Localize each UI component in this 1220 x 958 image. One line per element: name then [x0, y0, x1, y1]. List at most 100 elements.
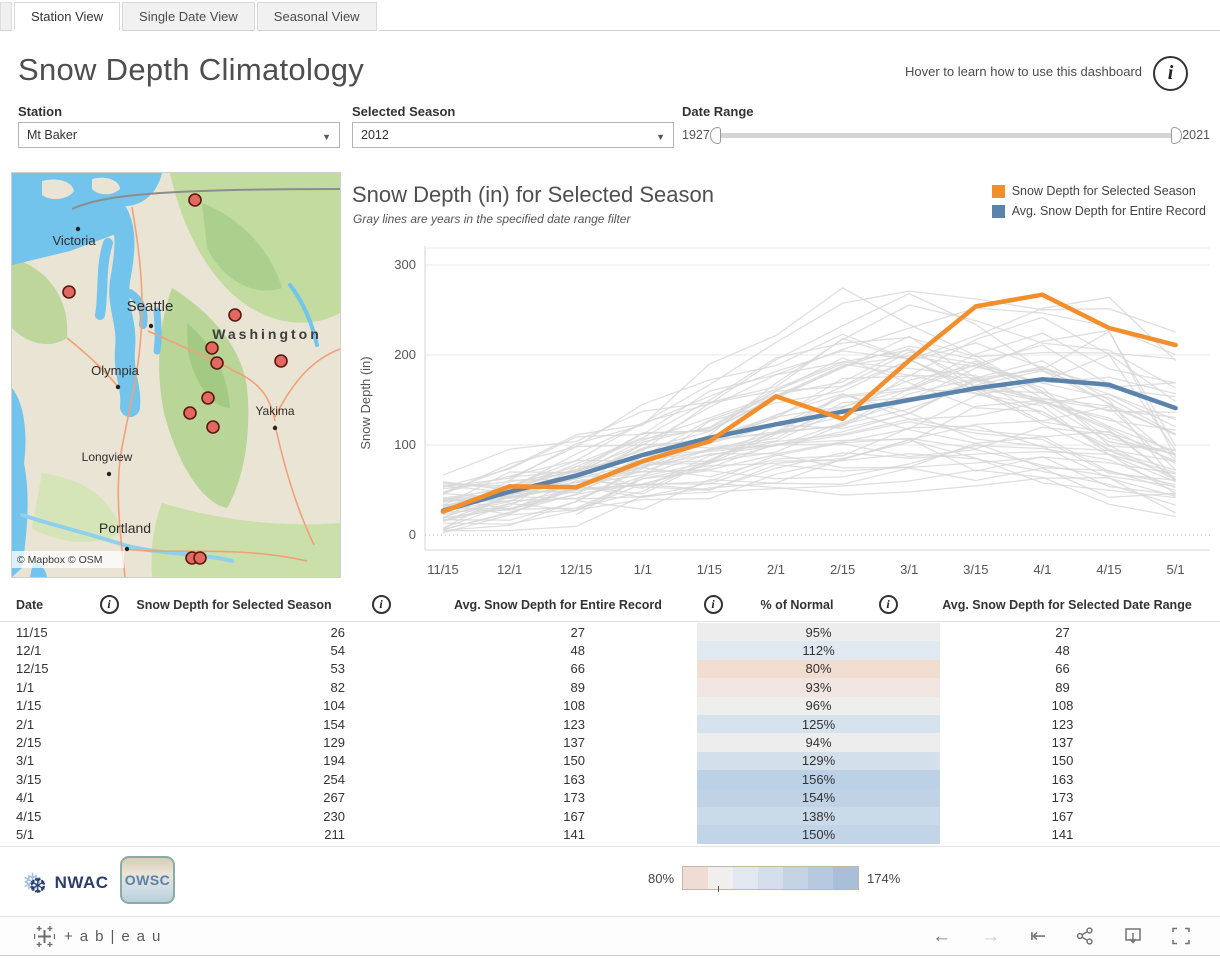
snow-depth-line-chart[interactable]: 0 100 200 300 Snow Depth (in) 11/15 12/1 12/15 1…	[350, 238, 1218, 583]
chart-legend: Snow Depth for Selected Season Avg. Snow…	[991, 184, 1206, 224]
cell-season: 54	[330, 643, 345, 659]
info-icon[interactable]: i	[99, 595, 119, 614]
svg-text:1/1: 1/1	[634, 562, 652, 577]
station-marker[interactable]	[206, 420, 220, 434]
tab-station-view[interactable]: Station View	[14, 2, 121, 31]
legend-swatch-selected-season	[991, 184, 1005, 198]
station-dropdown[interactable]: Mt Baker ▼	[18, 122, 340, 148]
svg-text:200: 200	[394, 347, 416, 362]
cell-season: 267	[323, 790, 345, 806]
cell-avg: 89	[570, 679, 585, 695]
season-dropdown[interactable]: 2012 ▼	[352, 122, 674, 148]
tableau-logo[interactable]: +ab|eau	[34, 925, 167, 947]
svg-text:4/15: 4/15	[1096, 562, 1121, 577]
table-row[interactable]: 11/15 26 27 95% 27	[0, 623, 1220, 642]
slider-handle-right[interactable]	[1171, 126, 1183, 144]
legend-min: 80%	[648, 870, 675, 886]
reset-icon[interactable]: ⇤	[1030, 925, 1046, 947]
table-row[interactable]: 2/1 154 123 125% 123	[0, 714, 1220, 734]
cell-range: 150	[1051, 753, 1074, 769]
station-map[interactable]: Victoria Seattle Olympia Yakima Longview Port…	[11, 172, 341, 578]
cell-date: 11/15	[16, 624, 48, 640]
cell-date: 12/1	[16, 643, 42, 659]
cell-season: 254	[323, 771, 345, 787]
cell-range: 141	[1051, 826, 1074, 842]
cell-avg: 167	[563, 808, 585, 824]
cell-avg: 123	[563, 716, 585, 732]
station-marker[interactable]	[201, 391, 215, 405]
download-icon[interactable]	[1124, 927, 1142, 945]
date-range-max: 2021	[1182, 128, 1210, 142]
redo-icon[interactable]: →	[981, 925, 1001, 947]
tab-stub[interactable]	[0, 2, 12, 31]
svg-text:2/1: 2/1	[767, 562, 785, 577]
map-border-line	[71, 188, 340, 210]
svg-text:12/1: 12/1	[497, 562, 522, 577]
legend-label: Avg. Snow Depth for Entire Record	[1011, 204, 1206, 218]
cell-range: 89	[1055, 679, 1070, 695]
cell-range: 27	[1055, 624, 1070, 640]
nwac-label: NWAC	[54, 872, 109, 892]
color-swatch	[733, 867, 759, 889]
table-row[interactable]: 2/15 129 137 94% 137	[0, 733, 1220, 752]
table-row[interactable]: 1/1 82 89 93% 89	[0, 678, 1220, 697]
tab-seasonal-view[interactable]: Seasonal View	[256, 2, 377, 31]
info-icon[interactable]: i	[371, 595, 391, 614]
table-row[interactable]: 3/15 254 163 156% 163	[0, 770, 1220, 789]
color-scale-bar	[682, 866, 860, 892]
station-marker[interactable]	[274, 354, 288, 368]
slider-track[interactable]	[709, 126, 1183, 144]
map-terrain	[12, 258, 68, 345]
fullscreen-icon[interactable]	[1172, 927, 1190, 945]
table-row[interactable]: 12/15 53 66 80% 66	[0, 659, 1220, 679]
station-marker[interactable]	[205, 341, 219, 355]
cell-pct-of-normal: 80%	[697, 659, 940, 679]
legend-swatch-entire-record	[991, 204, 1005, 218]
series-line	[440, 377, 1178, 513]
gray-year-lines	[442, 287, 1177, 534]
slider-handle-left[interactable]	[709, 126, 721, 144]
cell-avg: 163	[563, 771, 585, 787]
station-marker[interactable]	[183, 406, 197, 420]
map-roads	[66, 206, 340, 577]
station-marker[interactable]	[193, 551, 207, 565]
table-row[interactable]: 1/15 104 108 96% 108	[0, 696, 1220, 715]
table-row[interactable]: 12/1 54 48 112% 48	[0, 641, 1220, 660]
map-attribution-bg	[12, 551, 124, 568]
owsc-logo[interactable]: OWSC	[120, 856, 175, 904]
table-row[interactable]: 4/15 230 167 138% 167	[0, 806, 1220, 826]
info-icon[interactable]: i	[878, 595, 898, 614]
color-scale-tick	[718, 886, 720, 892]
cell-date: 3/1	[16, 753, 35, 769]
column-header-date: Date	[16, 597, 44, 612]
table-row[interactable]: 3/1 194 150 129% 150	[0, 751, 1220, 771]
info-icon[interactable]: i	[703, 595, 723, 614]
tab-single-date-view[interactable]: Single Date View	[122, 2, 255, 31]
station-marker[interactable]	[228, 308, 242, 322]
cell-range: 66	[1055, 661, 1070, 677]
svg-text:3/15: 3/15	[963, 562, 988, 577]
table-row[interactable]: 4/1 267 173 154% 173	[0, 788, 1220, 807]
station-marker[interactable]	[210, 356, 224, 370]
nwac-logo[interactable]: ❅ ❆ NWAC	[22, 866, 109, 899]
station-marker[interactable]	[188, 193, 202, 207]
tableau-mark-icon	[34, 925, 55, 947]
page-title: Snow Depth Climatology	[18, 52, 365, 87]
cell-avg: 48	[570, 643, 585, 659]
undo-icon[interactable]: ←	[932, 925, 952, 947]
station-value: Mt Baker	[27, 128, 78, 142]
cell-avg: 137	[563, 735, 585, 751]
station-marker[interactable]	[62, 285, 76, 299]
cell-season: 104	[323, 698, 345, 714]
share-icon[interactable]	[1076, 927, 1094, 945]
table-row[interactable]: 5/1 211 141 150% 141	[0, 825, 1220, 844]
cell-date: 2/15	[16, 735, 42, 751]
cell-pct-of-normal: 95%	[697, 623, 940, 642]
cell-season: 82	[330, 679, 345, 695]
info-icon[interactable]: i	[1153, 56, 1188, 91]
date-range-slider: 1927 2021	[682, 122, 1210, 148]
cell-pct-of-normal: 125%	[697, 714, 940, 734]
cell-avg: 141	[563, 826, 585, 842]
column-header-pct: % of Normal	[760, 597, 834, 612]
color-swatch	[758, 867, 784, 889]
